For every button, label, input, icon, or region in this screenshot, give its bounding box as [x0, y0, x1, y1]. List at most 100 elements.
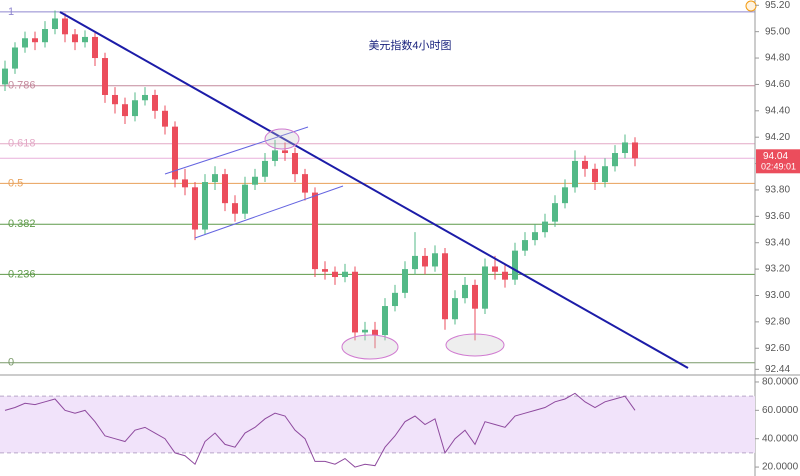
y-tick-label: 93.80 [765, 185, 790, 196]
candle-body [2, 68, 8, 85]
y-tick-label: 93.60 [765, 211, 790, 222]
channel-line [194, 185, 344, 239]
candle-body [132, 100, 138, 117]
y-tick-label: 93.00 [765, 290, 790, 301]
candle-body [572, 160, 578, 188]
rsi-tick-label: 80.0000 [762, 377, 799, 388]
candle-body [142, 94, 148, 101]
candle-body [22, 38, 28, 48]
last-price-tag [756, 149, 800, 174]
candle-body [352, 271, 358, 333]
fib-label: 0 [8, 357, 14, 369]
y-tick-label: 94.60 [765, 79, 790, 90]
y-tick-label: 94.40 [765, 105, 790, 116]
candle-body [152, 94, 158, 111]
highlight-ellipse [445, 333, 505, 357]
candle-body [212, 174, 218, 183]
candle-body [412, 255, 418, 270]
rsi-tick-label: 20.0000 [762, 462, 799, 473]
rsi-band [0, 396, 755, 453]
candle-body [382, 306, 388, 336]
candle-body [62, 18, 68, 35]
candle-body [202, 182, 208, 230]
candle-body [252, 176, 258, 185]
candle-body [582, 160, 588, 169]
candle-body [422, 255, 428, 267]
candle-body [452, 298, 458, 320]
candle-body [262, 160, 268, 177]
y-tick-label: 95.20 [765, 0, 790, 11]
y-tick-label: 94.80 [765, 53, 790, 64]
y-tick-label: 92.60 [765, 343, 790, 354]
candle-body [122, 104, 128, 117]
candle-body [602, 166, 608, 183]
fib-label: 0.786 [8, 80, 36, 92]
y-tick-label: 92.80 [765, 317, 790, 328]
candle-body [542, 221, 548, 233]
candle-body [512, 250, 518, 280]
y-tick-label: 92.44 [765, 364, 790, 375]
chart-title: 美元指数4小时图 [368, 38, 451, 52]
annotations: 美元指数4小时图 [59, 11, 689, 369]
countdown-label: 02:49:01 [761, 162, 796, 172]
candle-body [502, 271, 508, 280]
fib-label: 0.236 [8, 268, 36, 280]
candle-body [182, 179, 188, 188]
candle-body [32, 38, 38, 43]
last-price-label: 94.04 [763, 151, 788, 162]
y-tick-label: 95.00 [765, 26, 790, 37]
candle-body [592, 168, 598, 183]
candle-body [472, 284, 478, 309]
candle-body [532, 232, 538, 241]
candle-body [312, 192, 318, 270]
candle-body [612, 153, 618, 167]
candle-body [222, 174, 228, 204]
highlight-ellipse [264, 128, 300, 150]
candle-body [12, 47, 18, 69]
candle-body [192, 187, 198, 230]
fib-label: 0.5 [8, 177, 23, 189]
candle-body [392, 292, 398, 307]
candle-body [292, 153, 298, 175]
candle-body [322, 269, 328, 272]
candle-body [52, 18, 58, 30]
candle-body [332, 271, 338, 278]
candle-body [272, 150, 278, 161]
highlight-ellipse [341, 334, 399, 360]
candle-body [442, 253, 448, 320]
candle-body [112, 94, 118, 105]
fib-label: 1 [8, 6, 14, 18]
candle-body [492, 266, 498, 272]
channel-line [164, 126, 309, 175]
y-tick-label: 94.20 [765, 132, 790, 143]
candle-body [242, 184, 248, 214]
candle-body [622, 142, 628, 154]
candle-body [232, 203, 238, 214]
candle-body [562, 187, 568, 204]
rsi-line [4, 392, 636, 468]
candle-body [162, 110, 168, 127]
candle-body [342, 271, 348, 278]
candle-body [482, 266, 488, 309]
fib-label: 0.618 [8, 138, 36, 150]
candle-body [552, 203, 558, 222]
alert-icon[interactable] [745, 0, 757, 12]
candle-body [632, 142, 638, 159]
candle-body [372, 329, 378, 336]
candle-body [282, 150, 288, 154]
rsi-tick-label: 40.0000 [762, 433, 799, 444]
candle-body [172, 126, 178, 180]
candle-body [82, 36, 88, 43]
rsi-tick-label: 60.0000 [762, 405, 799, 416]
fib-label: 0.382 [8, 218, 36, 230]
candle-body [522, 240, 528, 251]
candle-body [462, 284, 468, 299]
rsi-pane [0, 392, 755, 468]
candle-body [362, 329, 368, 333]
candle-body [432, 253, 438, 267]
candle-body [302, 174, 308, 193]
candle-body [402, 269, 408, 293]
y-tick-label: 93.40 [765, 237, 790, 248]
candle-body [42, 29, 48, 43]
